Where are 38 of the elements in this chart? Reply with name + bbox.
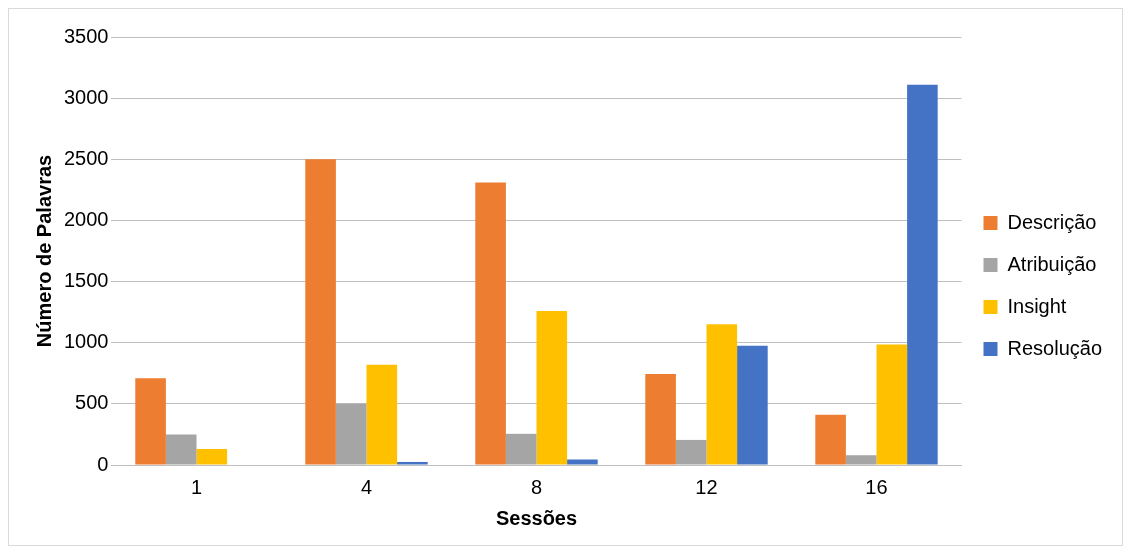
bar bbox=[845, 455, 877, 465]
x-tick-label: 16 bbox=[865, 475, 888, 498]
x-tick-label: 4 bbox=[360, 475, 373, 498]
x-axis-title: Sessões bbox=[495, 506, 578, 529]
y-tick-label: 500 bbox=[75, 391, 109, 414]
bar bbox=[505, 433, 537, 465]
bar bbox=[305, 159, 336, 465]
bar bbox=[475, 182, 506, 465]
bar bbox=[135, 378, 166, 465]
bar bbox=[196, 449, 228, 465]
bar bbox=[737, 345, 768, 465]
bar bbox=[645, 373, 676, 465]
y-tick-label: 3000 bbox=[63, 85, 109, 108]
x-tick-label: 1 bbox=[190, 475, 203, 498]
bar bbox=[706, 324, 738, 465]
bar bbox=[165, 434, 197, 465]
x-tick-label: 12 bbox=[695, 475, 718, 498]
bar bbox=[876, 344, 908, 465]
bar bbox=[815, 414, 846, 465]
y-tick-label: 2000 bbox=[63, 207, 109, 230]
legend-label: Descrição bbox=[1007, 210, 1097, 233]
bar bbox=[675, 439, 707, 465]
bar bbox=[335, 403, 367, 465]
bar bbox=[536, 310, 568, 465]
y-axis-title: Número de Palavras bbox=[32, 154, 55, 348]
bar bbox=[397, 461, 428, 465]
legend-label: Resolução bbox=[1007, 336, 1103, 359]
y-tick-label: 3500 bbox=[63, 24, 109, 47]
x-tick-label: 8 bbox=[530, 475, 543, 498]
y-tick-label: 2500 bbox=[63, 146, 109, 169]
legend-label: Insight bbox=[1007, 294, 1067, 317]
legend-label: Atribuição bbox=[1007, 252, 1097, 275]
bar bbox=[567, 459, 598, 465]
bar bbox=[907, 84, 938, 465]
y-tick-label: 1000 bbox=[63, 330, 109, 353]
bar bbox=[366, 364, 398, 465]
y-tick-label: 0 bbox=[97, 452, 109, 475]
y-tick-label: 1500 bbox=[63, 269, 109, 292]
